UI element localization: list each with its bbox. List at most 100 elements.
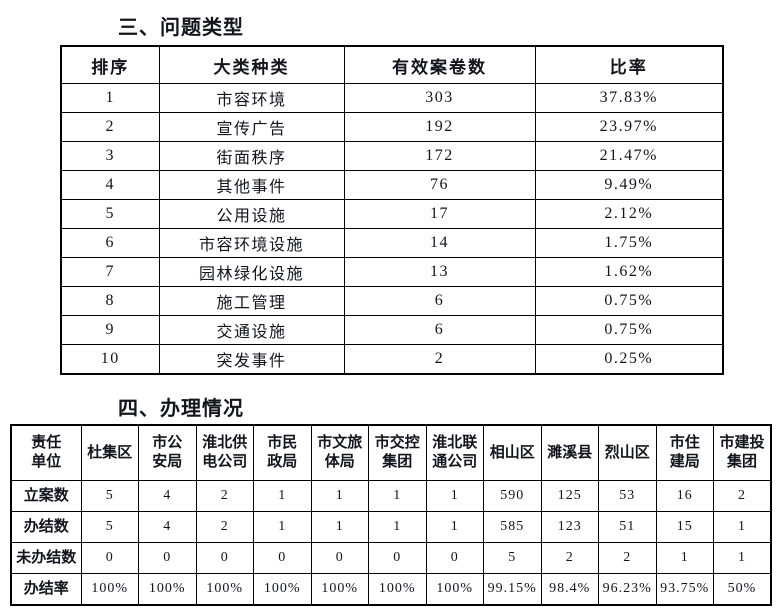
row-label: 办结数 xyxy=(10,511,82,543)
table-cell: 100% xyxy=(425,573,484,606)
table-cell: 5 xyxy=(60,199,160,229)
header-row: 排序 大类种类 有效案卷数 比率 xyxy=(60,45,724,84)
unit-column-header: 淮北联 通公司 xyxy=(425,424,484,481)
table-cell: 1 xyxy=(253,511,312,543)
table-cell: 53 xyxy=(598,480,657,512)
table-cell: 23.97% xyxy=(534,112,724,142)
table-cell: 3 xyxy=(60,141,160,171)
problem-types-section-title: 三、问题类型 xyxy=(118,17,244,39)
row-label: 立案数 xyxy=(10,480,82,512)
table-cell: 13 xyxy=(343,257,536,287)
table-cell: 5 xyxy=(80,480,139,512)
table-cell: 9.49% xyxy=(534,170,724,200)
row-label: 未办结数 xyxy=(10,542,82,574)
handling-table-header: 责任 单位 杜集区 市公 安局 淮北供 电公司 市民 政局 市文旅 体局 市交控 集团 淮北联… xyxy=(10,424,772,481)
table-cell: 100% xyxy=(310,573,369,606)
table-row: 9 交通设施 6 0.75% xyxy=(60,315,724,345)
table-cell: 施工管理 xyxy=(158,286,345,316)
column-header: 有效案卷数 xyxy=(343,45,536,84)
table-cell: 1 xyxy=(368,480,427,512)
table-cell: 100% xyxy=(80,573,139,606)
unit-column-header: 烈山区 xyxy=(598,424,657,481)
table-cell: 1.75% xyxy=(534,228,724,258)
table-cell: 8 xyxy=(60,286,160,316)
handling-table-body: 立案数 5 4 2 1 1 1 1 590 125 53 16 2 办结数 5 4 2 1 1 1 1 585 123 51 1… xyxy=(10,480,772,606)
table-cell: 0 xyxy=(80,542,139,574)
unit-column-header: 淮北供 电公司 xyxy=(195,424,254,481)
unit-column-header: 濉溪县 xyxy=(540,424,599,481)
unit-column-header: 相山区 xyxy=(483,424,542,481)
table-cell: 2 xyxy=(195,480,254,512)
table-cell: 公用设施 xyxy=(158,199,345,229)
problem-table-body: 1 市容环境 303 37.83% 2 宣传广告 192 23.97% 3 街面秩序 172 21.4… xyxy=(60,83,724,375)
table-cell: 9 xyxy=(60,315,160,345)
table-cell: 7 xyxy=(60,257,160,287)
table-cell: 99.15% xyxy=(483,573,542,606)
table-cell: 21.47% xyxy=(534,141,724,171)
table-cell: 1 xyxy=(60,83,160,113)
unit-column-header: 杜集区 xyxy=(80,424,139,481)
table-cell: 1 xyxy=(713,511,772,543)
table-cell: 50% xyxy=(713,573,772,606)
table-cell: 5 xyxy=(80,511,139,543)
table-cell: 125 xyxy=(540,480,599,512)
table-cell: 园林绿化设施 xyxy=(158,257,345,287)
table-cell: 0.25% xyxy=(534,344,724,375)
table-row: 3 街面秩序 172 21.47% xyxy=(60,141,724,171)
table-cell: 0 xyxy=(368,542,427,574)
table-cell: 1 xyxy=(425,480,484,512)
table-cell: 0.75% xyxy=(534,286,724,316)
table-row: 7 园林绿化设施 13 1.62% xyxy=(60,257,724,287)
unit-column-header: 市住 建局 xyxy=(655,424,714,481)
table-cell: 98.4% xyxy=(540,573,599,606)
problem-table-header: 排序 大类种类 有效案卷数 比率 xyxy=(60,45,724,84)
table-cell: 1 xyxy=(655,542,714,574)
table-cell: 5 xyxy=(483,542,542,574)
table-cell: 其他事件 xyxy=(158,170,345,200)
column-header: 比率 xyxy=(534,45,724,84)
table-cell: 4 xyxy=(138,511,197,543)
table-cell: 6 xyxy=(343,315,536,345)
table-cell: 宣传广告 xyxy=(158,112,345,142)
table-row: 10 突发事件 2 0.25% xyxy=(60,344,724,375)
table-cell: 4 xyxy=(138,480,197,512)
unit-column-header: 市民 政局 xyxy=(253,424,312,481)
table-cell: 96.23% xyxy=(598,573,657,606)
table-cell: 6 xyxy=(60,228,160,258)
table-cell: 100% xyxy=(253,573,312,606)
header-row: 责任 单位 杜集区 市公 安局 淮北供 电公司 市民 政局 市文旅 体局 市交控 集团 淮北联… xyxy=(10,424,772,481)
table-cell: 2 xyxy=(195,511,254,543)
table-row: 未办结数 0 0 0 0 0 0 0 5 2 2 1 1 xyxy=(10,542,772,574)
table-cell: 192 xyxy=(343,112,536,142)
table-cell: 172 xyxy=(343,141,536,171)
column-header: 大类种类 xyxy=(158,45,345,84)
column-header: 排序 xyxy=(60,45,160,84)
table-cell: 17 xyxy=(343,199,536,229)
table-cell: 1 xyxy=(368,511,427,543)
table-row: 办结率 100% 100% 100% 100% 100% 100% 100% 99.15% 98.… xyxy=(10,573,772,606)
table-cell: 1 xyxy=(310,511,369,543)
table-cell: 交通设施 xyxy=(158,315,345,345)
table-cell: 100% xyxy=(368,573,427,606)
table-cell: 0 xyxy=(310,542,369,574)
corner-header: 责任 单位 xyxy=(10,424,82,481)
table-cell: 303 xyxy=(343,83,536,113)
table-cell: 街面秩序 xyxy=(158,141,345,171)
unit-column-header: 市建投 集团 xyxy=(713,424,772,481)
table-cell: 16 xyxy=(655,480,714,512)
table-cell: 1 xyxy=(310,480,369,512)
table-cell: 0 xyxy=(253,542,312,574)
table-cell: 585 xyxy=(483,511,542,543)
handling-table: 责任 单位 杜集区 市公 安局 淮北供 电公司 市民 政局 市文旅 体局 市交控 集团 淮北联… xyxy=(10,424,772,606)
table-cell: 51 xyxy=(598,511,657,543)
table-cell: 1 xyxy=(425,511,484,543)
table-cell: 0 xyxy=(195,542,254,574)
table-cell: 10 xyxy=(60,344,160,375)
table-cell: 1 xyxy=(713,542,772,574)
table-cell: 0 xyxy=(425,542,484,574)
table-cell: 市容环境 xyxy=(158,83,345,113)
table-cell: 2 xyxy=(713,480,772,512)
unit-column-header: 市文旅 体局 xyxy=(310,424,369,481)
table-cell: 2.12% xyxy=(534,199,724,229)
unit-column-header: 市交控 集团 xyxy=(368,424,427,481)
